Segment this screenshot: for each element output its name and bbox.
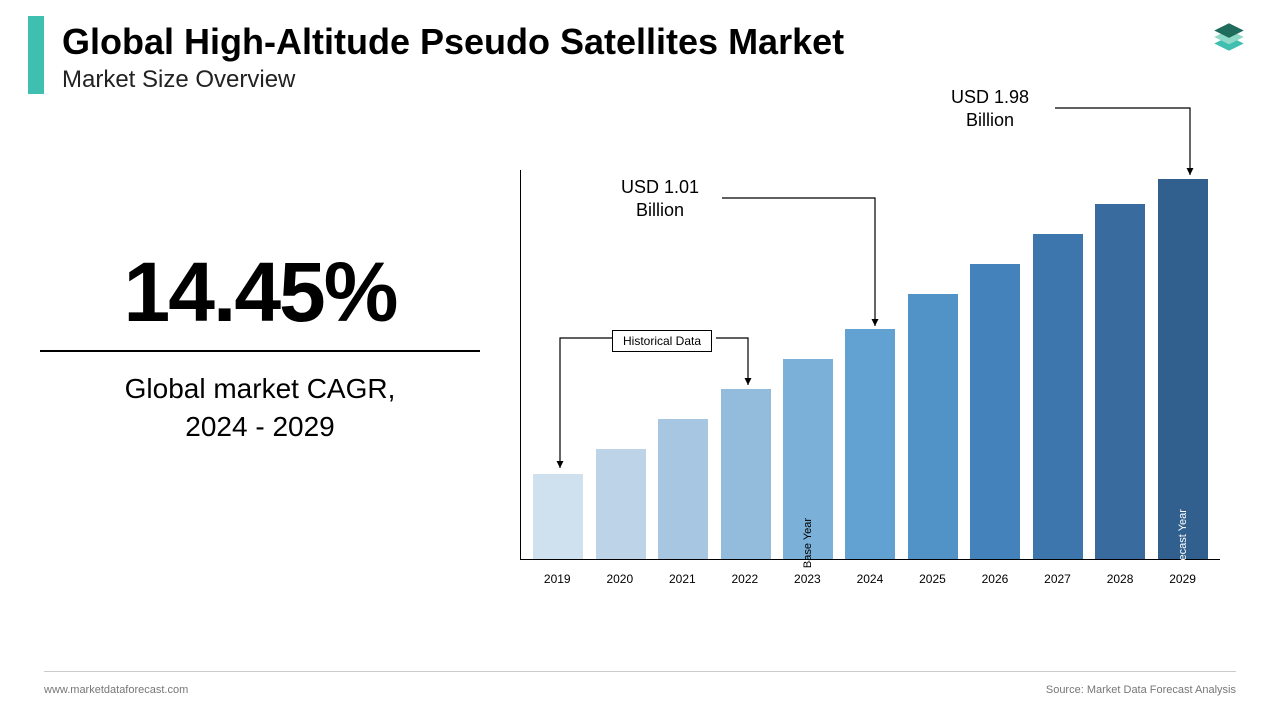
x-axis-label: 2028 <box>1095 564 1145 590</box>
header: Global High-Altitude Pseudo Satellites M… <box>28 16 844 94</box>
callout-2024-line2: Billion <box>636 200 684 220</box>
bar-inner-label: Base Year <box>802 518 814 568</box>
x-axis-label: 2022 <box>720 564 770 590</box>
page-title: Global High-Altitude Pseudo Satellites M… <box>62 22 844 62</box>
callout-2024: USD 1.01 Billion <box>600 176 720 223</box>
chart-bar <box>845 329 895 559</box>
x-axis-label: 2023 <box>782 564 832 590</box>
chart-bar <box>970 264 1020 559</box>
cagr-label-line2: 2024 - 2029 <box>185 411 334 442</box>
chart-bar: Base Year <box>783 359 833 559</box>
footer: www.marketdataforecast.com Source: Marke… <box>0 684 1280 696</box>
header-text: Global High-Altitude Pseudo Satellites M… <box>62 16 844 94</box>
footer-divider <box>44 671 1236 672</box>
x-axis-label: 2026 <box>970 564 1020 590</box>
callout-2024-line1: USD 1.01 <box>621 177 699 197</box>
chart-bar: Forecast Year <box>1158 179 1208 559</box>
callout-2029: USD 1.98 Billion <box>930 86 1050 133</box>
cagr-value: 14.45% <box>40 250 480 334</box>
footer-source: Source: Market Data Forecast Analysis <box>1046 684 1236 696</box>
cagr-panel: 14.45% Global market CAGR, 2024 - 2029 <box>40 250 480 446</box>
x-axis-label: 2019 <box>532 564 582 590</box>
chart-x-axis-labels: 2019 2020 2021 2022 2023 2024 2025 2026 2027 2028… <box>520 564 1220 590</box>
callout-2029-line2: Billion <box>966 110 1014 130</box>
chart-bar <box>596 449 646 559</box>
cagr-label-line1: Global market CAGR, <box>125 373 396 404</box>
historical-data-label: Historical Data <box>612 330 712 352</box>
chart-plot-area: Base Year Forecast Year <box>520 170 1220 560</box>
header-accent-bar <box>28 16 44 94</box>
chart-bar <box>1033 234 1083 559</box>
x-axis-label: 2020 <box>595 564 645 590</box>
x-axis-label: 2027 <box>1033 564 1083 590</box>
footer-url: www.marketdataforecast.com <box>44 684 188 696</box>
cagr-label: Global market CAGR, 2024 - 2029 <box>40 370 480 446</box>
x-axis-label: 2024 <box>845 564 895 590</box>
chart-bar <box>658 419 708 559</box>
divider-line <box>40 350 480 352</box>
chart-bar <box>1095 204 1145 559</box>
x-axis-label: 2025 <box>907 564 957 590</box>
chart-bar <box>721 389 771 559</box>
chart-bar <box>533 474 583 559</box>
chart-bars: Base Year Forecast Year <box>521 170 1220 559</box>
chart-bar <box>908 294 958 559</box>
brand-logo-icon <box>1206 14 1252 60</box>
callout-2029-line1: USD 1.98 <box>951 87 1029 107</box>
page-subtitle: Market Size Overview <box>62 66 844 94</box>
x-axis-label: 2021 <box>657 564 707 590</box>
x-axis-label: 2029 <box>1158 564 1208 590</box>
market-size-chart: Base YearForecast Year 20192020202120222… <box>520 170 1240 590</box>
